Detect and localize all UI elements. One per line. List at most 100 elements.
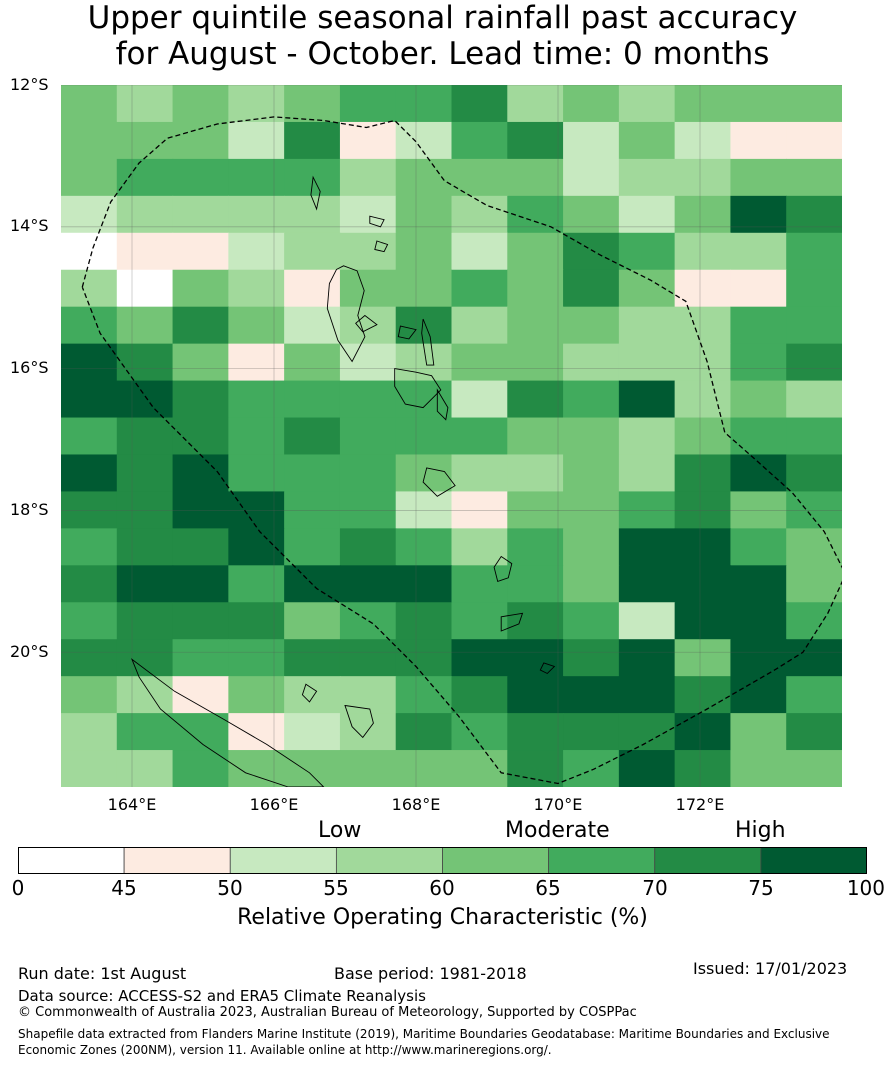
grid-cell [339, 528, 397, 566]
shapefile-credit-line-2: Economic Zones (200NM), version 11. Avai… [18, 1043, 552, 1057]
grid-cell [451, 676, 508, 714]
lon-label-168e: 168°E [391, 795, 441, 814]
island-outline [421, 318, 435, 366]
grid-cell [507, 121, 564, 160]
grid-cell [116, 306, 174, 345]
grid-cell [116, 85, 174, 123]
grid-cell [284, 417, 341, 456]
grid-cell [451, 750, 508, 787]
grid-cell [563, 195, 620, 234]
grid-cell [618, 565, 676, 603]
island-outline [355, 314, 378, 333]
shapefile-credit-line-1: Shapefile data extracted from Flanders M… [18, 1027, 830, 1041]
grid-cell [563, 158, 620, 197]
grid-cell [172, 269, 229, 308]
grid-cell [228, 232, 285, 271]
grid-cell [674, 380, 732, 419]
island-outline [374, 240, 389, 253]
grid-cell [228, 343, 285, 382]
map-title: Upper quintile seasonal rainfall past ac… [0, 0, 885, 72]
grid-cell [786, 158, 842, 197]
grid-cell [116, 565, 174, 603]
grid-cell [172, 121, 229, 160]
grid-cell [563, 343, 620, 382]
grid-cell [563, 269, 620, 308]
island-outline [310, 175, 321, 211]
grid-cell [172, 565, 229, 603]
grid-cell [116, 676, 174, 714]
grid-cell [116, 417, 174, 456]
grid-cell [116, 713, 174, 751]
grid-cell [563, 713, 620, 751]
grid-cell [786, 565, 842, 603]
grid-cell [172, 602, 229, 640]
grid-cell [172, 343, 229, 382]
grid-cell [395, 750, 453, 787]
grid-cell [451, 232, 508, 271]
grid-cell [786, 195, 842, 234]
grid-cell [730, 602, 787, 640]
grid-cell [116, 528, 174, 566]
grid-cell [786, 602, 842, 640]
grid-cell [61, 454, 118, 493]
grid-cell [730, 676, 787, 714]
grid-cell [507, 232, 564, 271]
issued-date: Issued: 17/01/2023 [693, 959, 848, 978]
grid-cell [228, 158, 285, 197]
grid-cell [339, 343, 397, 382]
island-outline [422, 467, 456, 497]
grid-cell [61, 158, 118, 197]
grid-cell [730, 269, 787, 308]
grid-cell [618, 602, 676, 640]
grid-cell [730, 491, 787, 529]
grid-cell [116, 158, 174, 197]
grid-cell [339, 454, 397, 493]
lon-label-166e: 166°E [249, 795, 299, 814]
grid-cell [451, 85, 508, 123]
grid-cell [618, 380, 676, 419]
grid-cell [339, 380, 397, 419]
grid-cell [172, 85, 229, 123]
grid-cell [61, 713, 118, 751]
island-outline [493, 555, 513, 582]
grid-cell [451, 158, 508, 197]
colorbar [18, 847, 867, 874]
grid-cell [618, 676, 676, 714]
grid-cell [786, 676, 842, 714]
grid-cell [61, 602, 118, 640]
grid-cell [451, 602, 508, 640]
grid-cell [284, 676, 341, 714]
grid-cell [61, 417, 118, 456]
grid-cell [507, 158, 564, 197]
colorbar-segment [229, 847, 337, 874]
grid-cell [284, 158, 341, 197]
grid-cell [116, 269, 174, 308]
grid-cell [451, 343, 508, 382]
grid-cell [563, 491, 620, 529]
colorbar-tick-75: 75 [748, 876, 774, 900]
grid-cell [172, 232, 229, 271]
grid-cell [228, 491, 285, 529]
grid-cell [563, 121, 620, 160]
grid-cell [451, 713, 508, 751]
grid-cell [172, 158, 229, 197]
grid-cell [507, 750, 564, 787]
grid-cell [786, 380, 842, 419]
grid-cell [339, 158, 397, 197]
grid-cell [730, 380, 787, 419]
grid-cell [730, 417, 787, 456]
grid-cell [172, 380, 229, 419]
grid-cell [228, 676, 285, 714]
colorbar-tick-55: 55 [323, 876, 349, 900]
grid-cell [618, 639, 676, 677]
lon-label-164e: 164°E [107, 795, 157, 814]
grid-cell [228, 306, 285, 345]
island-outline [500, 612, 524, 632]
grid-cell [674, 85, 732, 123]
grid-cell [451, 491, 508, 529]
grid-cell [674, 565, 732, 603]
grid-cells [61, 85, 842, 787]
grid-cell [674, 713, 732, 751]
grid-cell [507, 195, 564, 234]
grid-cell [507, 380, 564, 419]
